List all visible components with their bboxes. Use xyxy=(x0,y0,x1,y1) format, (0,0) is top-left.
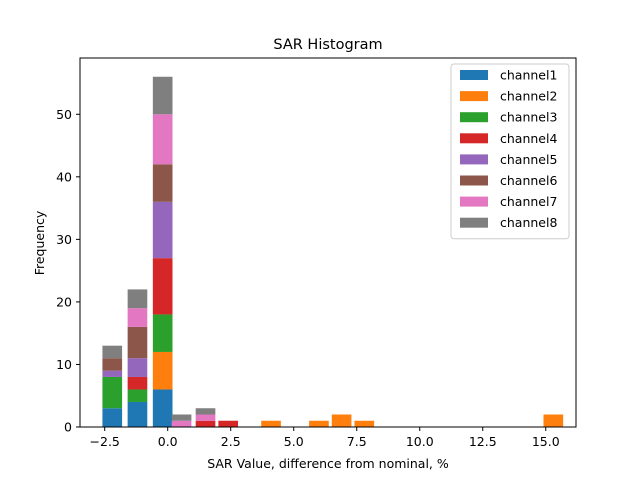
x-axis-label: SAR Value, difference from nominal, % xyxy=(207,456,449,471)
legend-label-channel7: channel7 xyxy=(500,194,557,209)
y-tick-label: 30 xyxy=(56,232,72,247)
y-tick-label: 0 xyxy=(64,420,72,435)
legend-swatch-channel1 xyxy=(460,70,488,80)
bar-channel4-bin-4 xyxy=(195,420,216,427)
bar-channel8-bin-3 xyxy=(171,414,192,421)
x-tick-label: 5.0 xyxy=(284,434,304,449)
bars-layer xyxy=(102,76,564,427)
legend: channel1 channel2 channel3 channel4 channel5… xyxy=(450,63,570,240)
bar-channel2-bin-2 xyxy=(152,351,173,390)
bar-channel8-bin-1 xyxy=(127,289,148,309)
legend-swatch-channel6 xyxy=(460,175,488,186)
bar-channel5-bin-1 xyxy=(127,358,148,377)
bar-channel5-bin-2 xyxy=(152,201,173,259)
bar-channel7-bin-3 xyxy=(171,420,192,427)
legend-box xyxy=(450,63,570,240)
legend-swatch-channel7 xyxy=(460,196,488,207)
ticks-layer: −2.5 0.0 2.5 5.0 7.5 10.0 12.5 15.0 0 10 20 30 40 50 xyxy=(56,107,560,449)
x-tick-label: −2.5 xyxy=(90,434,120,449)
bar-channel3-bin-1 xyxy=(127,389,148,402)
y-tick-label: 10 xyxy=(56,357,72,372)
y-axis-label: Frequency xyxy=(32,210,47,275)
bar-channel2-bin-9 xyxy=(354,420,375,427)
x-tick-label: 7.5 xyxy=(347,434,367,449)
legend-swatch-channel5 xyxy=(460,154,488,165)
bar-channel8-bin-0 xyxy=(102,345,123,359)
y-tick-label: 20 xyxy=(56,294,72,309)
legend-swatch-channel3 xyxy=(460,112,488,123)
bar-channel7-bin-1 xyxy=(127,308,148,327)
bar-channel6-bin-1 xyxy=(127,326,148,359)
legend-label-channel2: channel2 xyxy=(500,89,557,104)
legend-swatch-channel4 xyxy=(460,133,488,144)
y-tick-label: 40 xyxy=(56,169,72,184)
bar-channel2-bin-10 xyxy=(543,414,564,427)
legend-label-channel5: channel5 xyxy=(500,152,557,167)
x-tick-label: 2.5 xyxy=(221,434,241,449)
legend-swatch-channel8 xyxy=(460,217,488,228)
bar-channel5-bin-0 xyxy=(102,370,123,377)
bar-channel8-bin-4 xyxy=(195,408,216,415)
x-tick-label: 0.0 xyxy=(158,434,178,449)
bar-channel3-bin-2 xyxy=(152,314,173,352)
plot-frame xyxy=(79,57,577,428)
x-tick-label: 10.0 xyxy=(406,434,434,449)
bar-channel1-bin-1 xyxy=(127,401,148,427)
bar-channel4-bin-1 xyxy=(127,376,148,390)
bar-channel2-bin-6 xyxy=(261,420,281,427)
bar-channel2-bin-8 xyxy=(331,414,352,427)
bar-channel7-bin-2 xyxy=(152,114,173,165)
bar-channel6-bin-0 xyxy=(102,358,123,371)
legend-label-channel6: channel6 xyxy=(500,173,557,188)
x-tick-label: 15.0 xyxy=(532,434,560,449)
bar-channel1-bin-2 xyxy=(152,389,173,427)
bar-channel1-bin-0 xyxy=(102,408,123,427)
bar-channel6-bin-2 xyxy=(152,164,173,202)
bar-channel2-bin-7 xyxy=(309,420,329,427)
y-tick-label: 50 xyxy=(56,107,72,122)
legend-swatch-channel2 xyxy=(460,91,488,102)
bar-channel3-bin-0 xyxy=(102,376,123,409)
bar-channel8-bin-2 xyxy=(152,76,173,115)
bar-channel7-bin-4 xyxy=(195,414,216,421)
legend-label-channel1: channel1 xyxy=(500,68,557,83)
legend-label-channel8: channel8 xyxy=(500,215,557,230)
legend-label-channel4: channel4 xyxy=(500,131,557,146)
bar-channel4-bin-5 xyxy=(218,420,239,427)
x-tick-label: 12.5 xyxy=(469,434,497,449)
bar-channel4-bin-2 xyxy=(152,258,173,315)
chart-title: SAR Histogram xyxy=(273,37,382,53)
legend-label-channel3: channel3 xyxy=(500,110,557,125)
